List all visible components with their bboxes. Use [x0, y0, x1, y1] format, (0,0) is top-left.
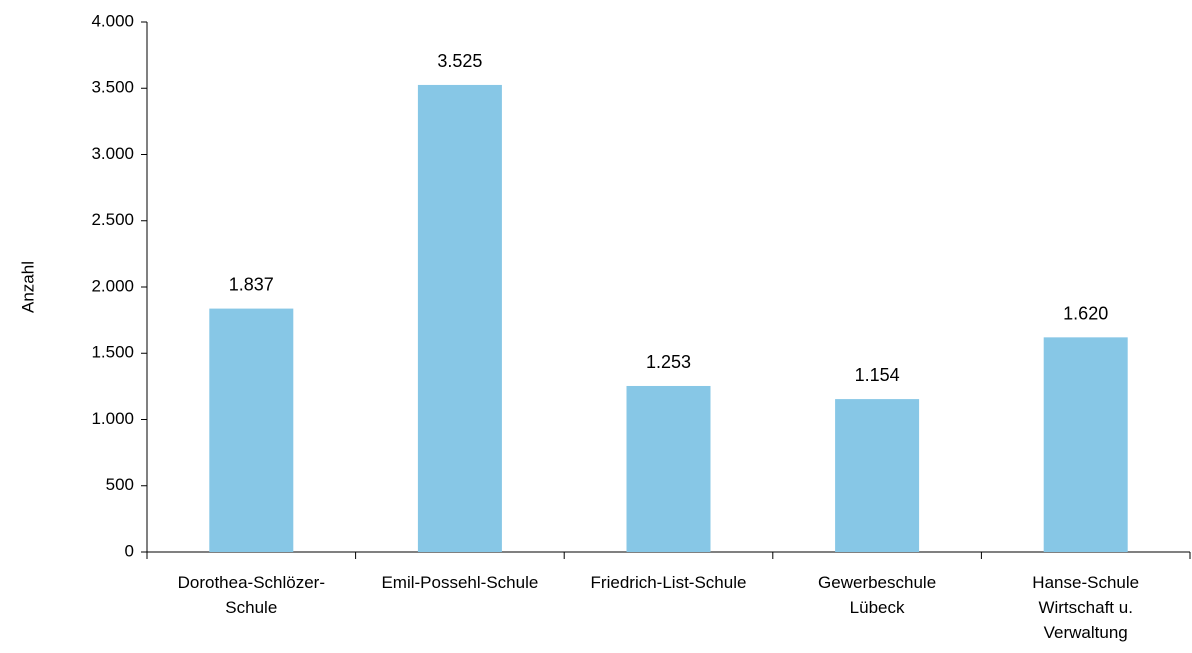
- x-tick-label: Emil-Possehl-Schule: [381, 573, 538, 592]
- y-tick-label: 0: [125, 541, 134, 560]
- x-tick-label: Gewerbeschule Lübeck: [818, 573, 936, 617]
- y-tick-label: 500: [106, 475, 134, 494]
- bar: [626, 385, 711, 552]
- data-label: 1.837: [229, 275, 274, 295]
- x-axis: Dorothea-Schlözer-Schule Emil-Possehl-Sch…: [146, 551, 1191, 642]
- y-axis-title: Anzahl: [18, 261, 37, 313]
- bar: [417, 84, 502, 552]
- y-tick-label: 2.500: [91, 210, 134, 229]
- data-labels: 1.837 3.525 1.253 1.154 1.620: [229, 51, 1108, 385]
- data-label: 1.154: [855, 365, 900, 385]
- y-tick-label: 1.000: [91, 409, 134, 428]
- bar: [1043, 337, 1128, 552]
- data-label: 1.620: [1063, 303, 1108, 323]
- bar: [835, 399, 920, 552]
- y-tick-label: 2.000: [91, 276, 134, 295]
- y-tick-label: 4.000: [91, 11, 134, 30]
- y-tick-label: 1.500: [91, 343, 134, 362]
- data-label: 3.525: [437, 51, 482, 71]
- x-tick-label: Friedrich-List-Schule: [591, 573, 747, 592]
- y-axis: 0 500 1.000 1.500 2.000 2.500 3.000 3.500 4.000: [91, 11, 148, 560]
- x-tick-label: Hanse-Schule Wirtschaft u. Verwaltung: [1032, 573, 1139, 642]
- x-tick-label: Dorothea-Schlözer-Schule: [178, 573, 325, 617]
- bar: [209, 308, 294, 552]
- bars: [209, 84, 1128, 552]
- y-tick-label: 3.500: [91, 78, 134, 97]
- data-label: 1.253: [646, 352, 691, 372]
- y-tick-label: 3.000: [91, 144, 134, 163]
